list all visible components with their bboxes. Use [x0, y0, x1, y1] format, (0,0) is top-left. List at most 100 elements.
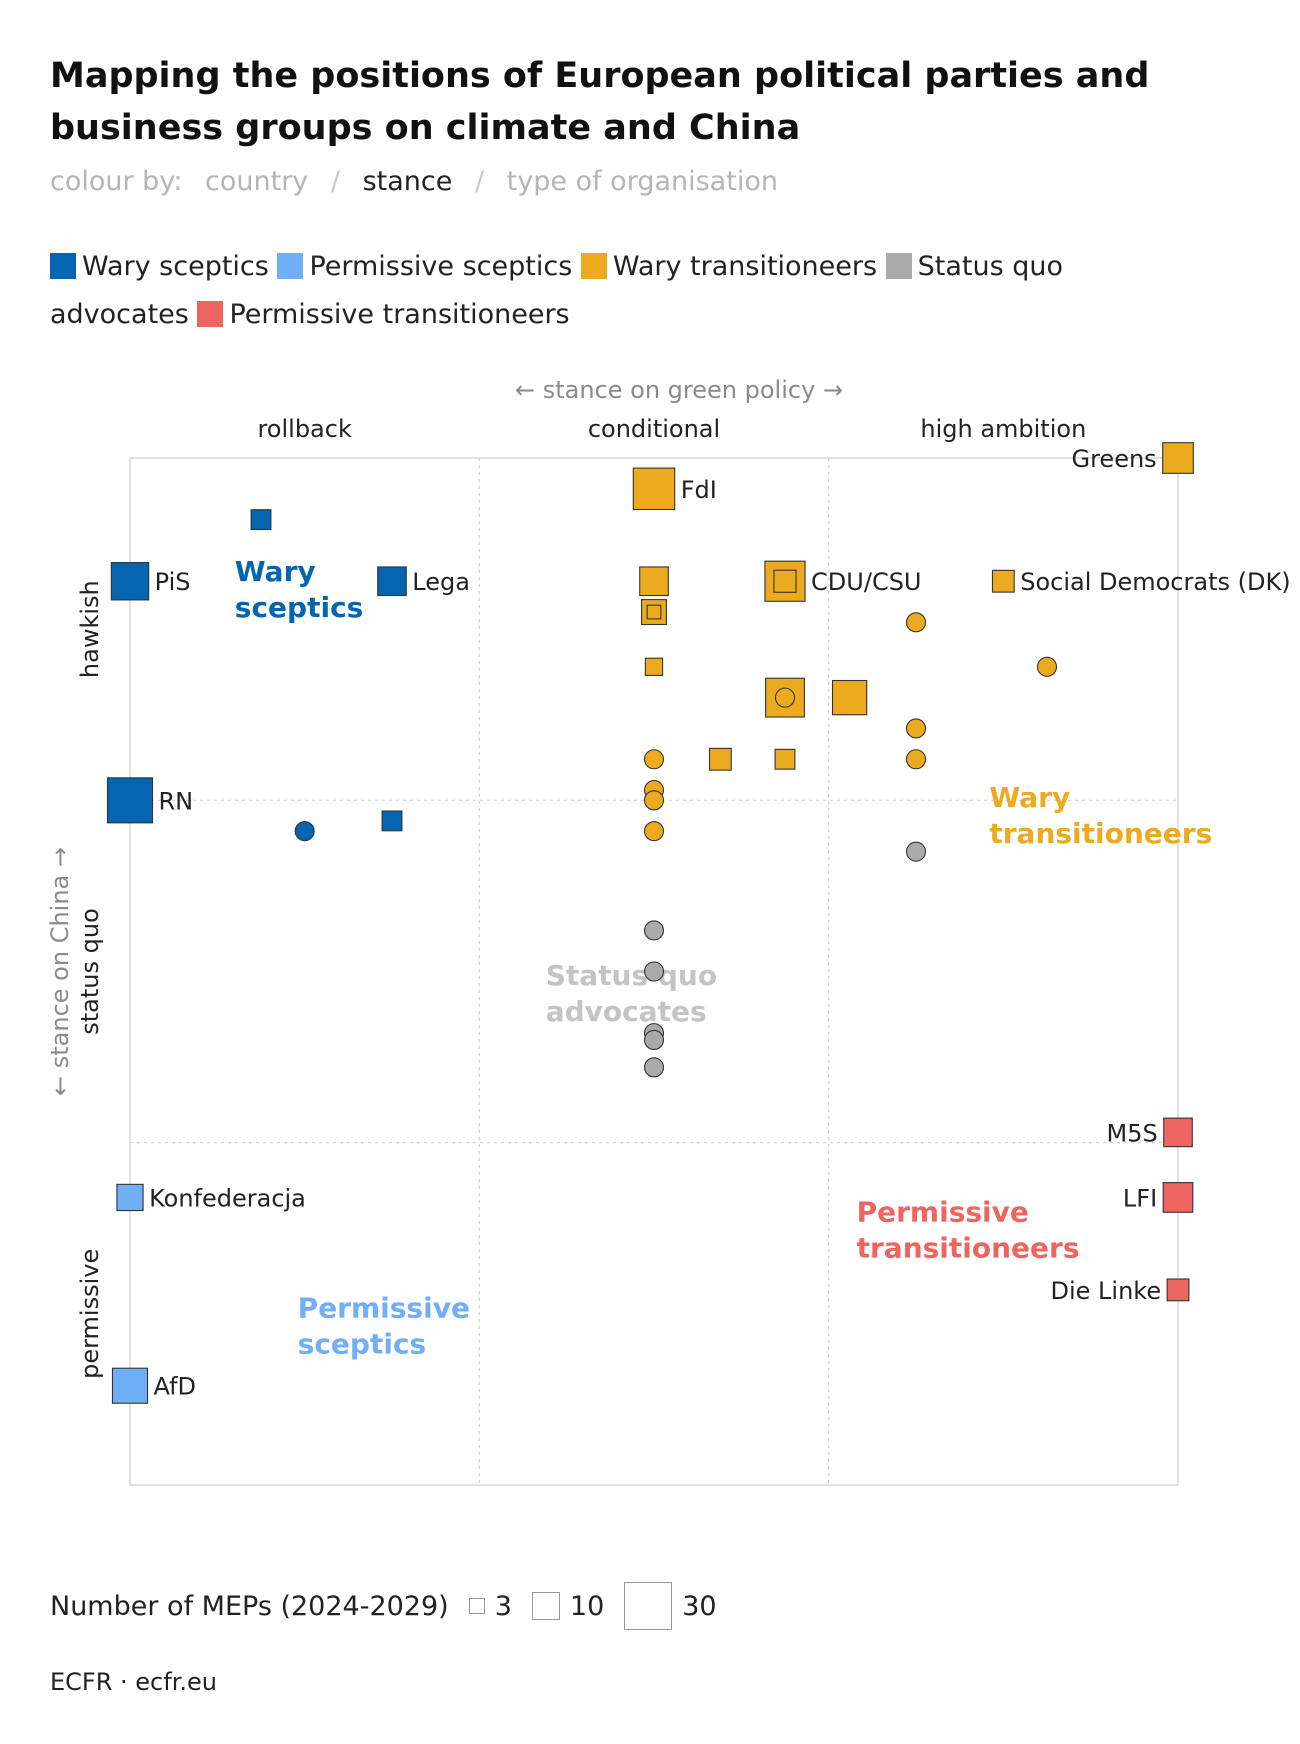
data-point-label: AfD [154, 1373, 197, 1401]
size-legend-box-3 [468, 1598, 485, 1614]
data-point-circle [1036, 656, 1058, 677]
axis-layer: ← stance on green policy → rollback condit… [46, 376, 1086, 1379]
data-point-label: RN [159, 787, 194, 815]
colour-by-label: colour by: [50, 166, 183, 197]
quadrant-label: Permissive transitioneers [857, 1195, 1080, 1264]
grid-layer [129, 457, 1179, 1486]
legend-item-status-quo: Status quo advocates [50, 251, 1063, 330]
scatter-chart: ← stance on green policy → rollback condit… [46, 376, 1291, 1486]
size-legend-box-10 [531, 1592, 560, 1620]
legend-item-permissive-transitioneers: Permissive transitioneers [197, 299, 570, 330]
data-point-label: Lega [412, 568, 470, 596]
size-legend-box-30 [624, 1582, 673, 1630]
data-point-square [641, 599, 667, 626]
colour-by-separator: / [330, 166, 340, 197]
data-point-label: Greens [1071, 445, 1156, 473]
chart-title: Mapping the positions of European politi… [50, 56, 1150, 148]
point-labels: Greens FdI PiS Lega CDU/CSU Social Democrats … [149, 445, 1290, 1401]
data-point-circle [643, 961, 665, 982]
data-point-square [106, 777, 154, 824]
data-point-label: Die Linke [1051, 1277, 1162, 1305]
data-point-circle [643, 1057, 665, 1078]
y-category-label: hawkish [76, 580, 104, 678]
colour-by-option-stance[interactable]: stance [362, 166, 453, 197]
data-point-label: LFI [1123, 1184, 1157, 1212]
legend-label: Status quo advocates [50, 251, 1064, 330]
data-point-square [991, 569, 1015, 593]
legend-swatch [885, 253, 912, 279]
data-point-circle [905, 749, 927, 770]
data-point-circle [905, 612, 927, 633]
data-point-square [632, 467, 676, 511]
x-axis-title: ← stance on green policy → [515, 376, 843, 404]
data-point-inner-circle [774, 687, 796, 708]
legend-label: Permissive sceptics [309, 251, 573, 282]
legend-label: Wary transitioneers [612, 251, 878, 282]
data-point-square [1166, 1278, 1190, 1302]
data-point-circle [643, 1029, 665, 1051]
data-point-circle [905, 718, 927, 739]
data-point-label: M5S [1107, 1119, 1158, 1147]
colour-by-option-country[interactable]: country [205, 166, 309, 197]
x-category-label: rollback [257, 415, 351, 443]
data-point-circle [643, 821, 665, 842]
data-point-square [764, 560, 806, 602]
data-point-square [639, 566, 669, 597]
plot-frame [129, 457, 1179, 1486]
data-point-square [381, 810, 403, 832]
data-point-square [774, 748, 796, 770]
legend-item-wary-sceptics: Wary sceptics [50, 251, 269, 282]
data-point-square [708, 747, 732, 771]
data-point-label: FdI [681, 476, 717, 504]
colour-by-selector: colour by: country / stance / type of or… [50, 166, 792, 197]
quadrant-label: Permissive sceptics [298, 1291, 470, 1360]
data-point-square [111, 1367, 149, 1404]
data-point-inner-square [646, 604, 662, 620]
data-point-square [377, 566, 407, 597]
data-point-square [110, 562, 150, 601]
data-point-circle [643, 749, 665, 770]
legend-swatch [277, 253, 304, 279]
colour-by-separator: / [474, 166, 485, 197]
legend-swatch [197, 301, 224, 327]
data-point-label: Social Democrats (DK) [1020, 568, 1290, 596]
data-point-label: Konfederacja [149, 1184, 306, 1212]
data-point-square [250, 509, 272, 531]
data-point-square [1162, 442, 1194, 474]
legend-swatch [580, 253, 607, 279]
legend-label: Permissive transitioneers [229, 299, 570, 330]
data-point-square [765, 677, 805, 718]
color-legend: Wary sceptics Permissive sceptics Wary t… [50, 243, 1150, 339]
data-point-square [1162, 1182, 1194, 1213]
data-point-circle [643, 920, 665, 941]
x-category-label: high ambition [920, 415, 1086, 443]
y-category-label: status quo [76, 908, 104, 1035]
y-axis-title: ← stance on China → [46, 847, 74, 1096]
size-legend-label: Number of MEPs (2024-2029) [50, 1590, 449, 1622]
legend-swatch [50, 253, 76, 279]
data-point-circle [643, 790, 665, 811]
quadrant-label: Status quo advocates [546, 959, 717, 1028]
data-point-circle [905, 841, 927, 862]
data-point-square [1163, 1117, 1193, 1148]
size-legend-value: 30 [682, 1590, 717, 1622]
legend-label: Wary sceptics [82, 251, 269, 282]
data-point-inner-square [773, 569, 797, 593]
size-legend-value: 3 [494, 1590, 512, 1622]
source-credit: ECFR · ecfr.eu [50, 1668, 217, 1696]
data-point-circle [294, 821, 315, 842]
legend-item-wary-transitioneers: Wary transitioneers [580, 251, 878, 282]
data-point-square [831, 679, 868, 716]
colour-by-option-type[interactable]: type of organisation [506, 166, 778, 197]
size-legend: Number of MEPs (2024-2029) 3 10 30 [50, 1582, 737, 1630]
size-legend-value: 10 [569, 1590, 605, 1622]
points-layer [106, 442, 1194, 1404]
data-point-label: PiS [155, 568, 191, 596]
quadrant-label: Wary sceptics [235, 555, 364, 624]
data-point-square [116, 1183, 144, 1212]
data-point-label: CDU/CSU [811, 568, 921, 596]
y-category-label: permissive [76, 1249, 104, 1379]
quadrant-label: Wary transitioneers [989, 781, 1212, 850]
quadrant-labels: Wary sceptics Wary transitioneers Status quo… [235, 555, 1212, 1360]
legend-item-permissive-sceptics: Permissive sceptics [277, 251, 572, 282]
